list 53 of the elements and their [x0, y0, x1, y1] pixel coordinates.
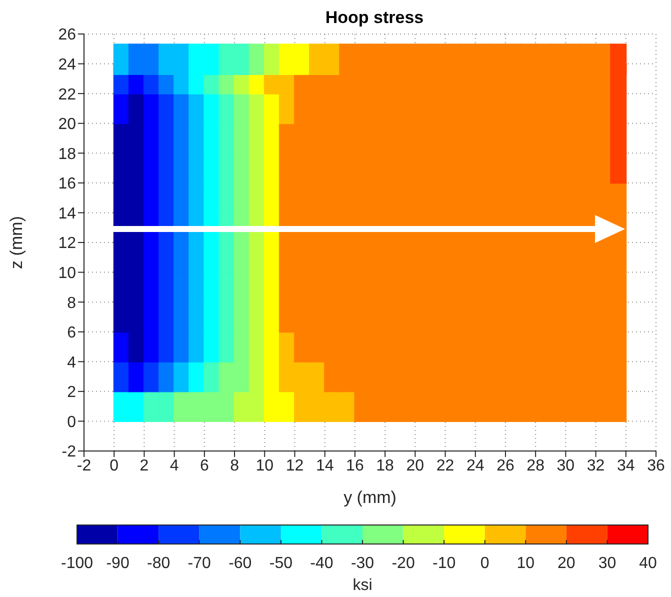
color-bar-label: -40 [310, 555, 334, 572]
x-tick-label: 8 [230, 457, 240, 474]
y-tick-label: 24 [58, 56, 76, 74]
x-tick-label: 30 [556, 457, 575, 474]
color-bar-label: 30 [598, 555, 616, 572]
y-tick-label: 6 [67, 324, 76, 342]
color-bar-label: 40 [639, 555, 657, 572]
color-bar-label: -60 [228, 555, 252, 572]
y-tick-label: 0 [67, 414, 76, 431]
x-tick-label: 6 [200, 457, 209, 474]
color-bar-title: ksi [352, 577, 372, 594]
color-bar-label: -50 [269, 555, 293, 572]
x-tick-label: 0 [110, 457, 119, 474]
y-tick-label: 12 [58, 235, 76, 252]
color-bar-label: -30 [350, 555, 374, 572]
y-tick-label: 14 [58, 205, 76, 222]
color-bar-label: 20 [558, 555, 576, 572]
color-bar-label: -100 [60, 555, 94, 572]
y-tick-label: 4 [67, 354, 76, 372]
color-bar-label: -70 [188, 555, 212, 572]
x-tick-label: 12 [286, 457, 304, 474]
y-tick-label: 20 [58, 116, 76, 134]
x-tick-label: 26 [496, 457, 514, 474]
x-tick-label: 18 [376, 457, 394, 474]
x-tick-label: 28 [526, 457, 545, 474]
color-bar-label: -90 [106, 555, 130, 572]
x-axis-title: y (mm) [344, 488, 396, 507]
x-tick-label: 24 [466, 457, 484, 474]
x-tick-label: 10 [256, 457, 274, 474]
x-tick-label: 20 [406, 457, 424, 474]
color-bar-label: -80 [147, 555, 170, 572]
color-bar-label: -20 [392, 555, 415, 572]
x-tick-label: 16 [346, 457, 364, 474]
x-tick-label: 4 [170, 457, 179, 474]
y-axis-title: z (mm) [7, 216, 26, 269]
y-tick-label: -2 [62, 444, 76, 461]
x-tick-label: 36 [647, 457, 665, 474]
y-tick-label: 26 [58, 26, 76, 44]
chart-title: Hoop stress [324, 8, 425, 27]
x-tick-label: 32 [586, 457, 605, 474]
x-tick-label: 14 [316, 457, 334, 474]
color-bar-label: 0 [480, 555, 490, 572]
y-tick-label: 22 [58, 86, 76, 104]
y-tick-label: 2 [67, 384, 76, 402]
y-tick-label: 10 [58, 264, 76, 282]
y-tick-label: 18 [58, 146, 76, 163]
x-tick-label: 2 [140, 457, 149, 474]
color-bar-label: -10 [432, 555, 456, 572]
y-tick-label: 16 [58, 176, 76, 193]
color-bar-label: 10 [516, 555, 535, 572]
y-tick-label: 8 [67, 294, 76, 312]
x-tick-label: 34 [616, 457, 635, 474]
x-tick-label: 22 [436, 457, 454, 474]
